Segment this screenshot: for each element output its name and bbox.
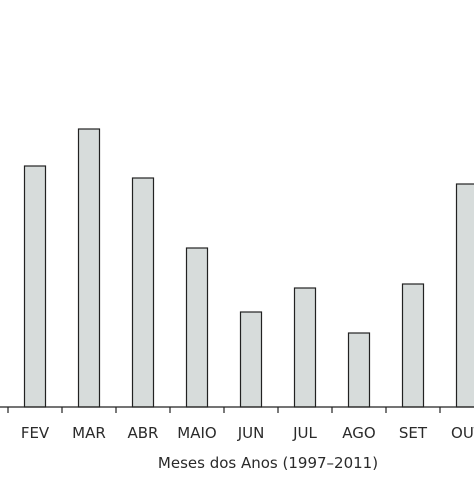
x-tick-label-out: OUT [451, 424, 474, 442]
bar-maio [187, 248, 208, 407]
bar-ago [349, 333, 370, 407]
bar-abr [133, 178, 154, 407]
x-tick-label-jun: JUN [237, 424, 265, 442]
bar-mar [79, 129, 100, 407]
x-tick-label-ago: AGO [342, 424, 375, 442]
bar-set [403, 284, 424, 407]
bar-out [457, 184, 474, 407]
x-tick-label-set: SET [399, 424, 428, 442]
bar-fev [25, 166, 46, 407]
x-tick-label-fev: FEV [21, 424, 50, 442]
x-tick-labels-group: FEV MAR ABR MAIO JUN JUL AGO SET OUT [21, 424, 474, 442]
x-tick-label-mar: MAR [72, 424, 106, 442]
x-tick-label-jul: JUL [292, 424, 317, 442]
x-ticks-group [8, 407, 474, 413]
x-tick-label-abr: ABR [128, 424, 159, 442]
x-tick-label-maio: MAIO [177, 424, 216, 442]
x-axis-title: Meses dos Anos (1997–2011) [158, 454, 378, 472]
bar-jun [241, 312, 262, 407]
bars-group [25, 129, 474, 407]
bar-jul [295, 288, 316, 407]
